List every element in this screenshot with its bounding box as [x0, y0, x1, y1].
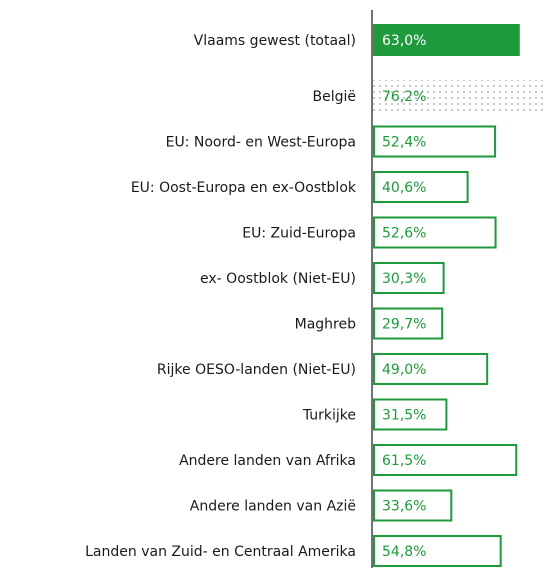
bar: [373, 444, 518, 476]
category-label: EU: Oost-Europa en ex-Oostblok: [131, 180, 357, 196]
bar: [373, 216, 497, 249]
bar: [373, 489, 453, 522]
category-label: Vlaams gewest (totaal): [194, 33, 356, 49]
bar: [373, 171, 469, 203]
category-label: EU: Noord- en West-Europa: [166, 135, 356, 151]
value-label: 76,2%: [382, 89, 426, 105]
category-label: Maghreb: [295, 317, 356, 333]
bar: [373, 353, 489, 385]
category-label: Landen van Zuid- en Centraal Amerika: [85, 544, 356, 560]
category-label: EU: Zuid-Europa: [242, 226, 356, 242]
value-label: 52,6%: [382, 226, 426, 242]
value-label: 31,5%: [382, 408, 426, 424]
category-label: Rijke OESO-landen (Niet-EU): [157, 362, 356, 378]
bar: [373, 125, 497, 158]
value-label: 63,0%: [382, 33, 426, 49]
value-label: 40,6%: [382, 180, 426, 196]
bar: [373, 398, 448, 431]
value-label: 29,7%: [382, 317, 426, 333]
category-label: Turkijke: [302, 408, 356, 424]
value-label: 30,3%: [382, 271, 426, 287]
bar: [373, 80, 544, 112]
value-label: 49,0%: [382, 362, 426, 378]
category-label: ex- Oostblok (Niet-EU): [200, 271, 356, 287]
bar: [373, 262, 445, 294]
value-label: 61,5%: [382, 453, 426, 469]
category-label: België: [313, 89, 357, 105]
value-label: 54,8%: [382, 544, 426, 560]
bar: [373, 307, 444, 340]
value-label: 33,6%: [382, 499, 426, 515]
bar: [373, 24, 520, 56]
category-label: Andere landen van Afrika: [179, 453, 356, 469]
category-label: Andere landen van Azië: [190, 499, 356, 515]
value-label: 52,4%: [382, 135, 426, 151]
bar: [373, 535, 502, 567]
